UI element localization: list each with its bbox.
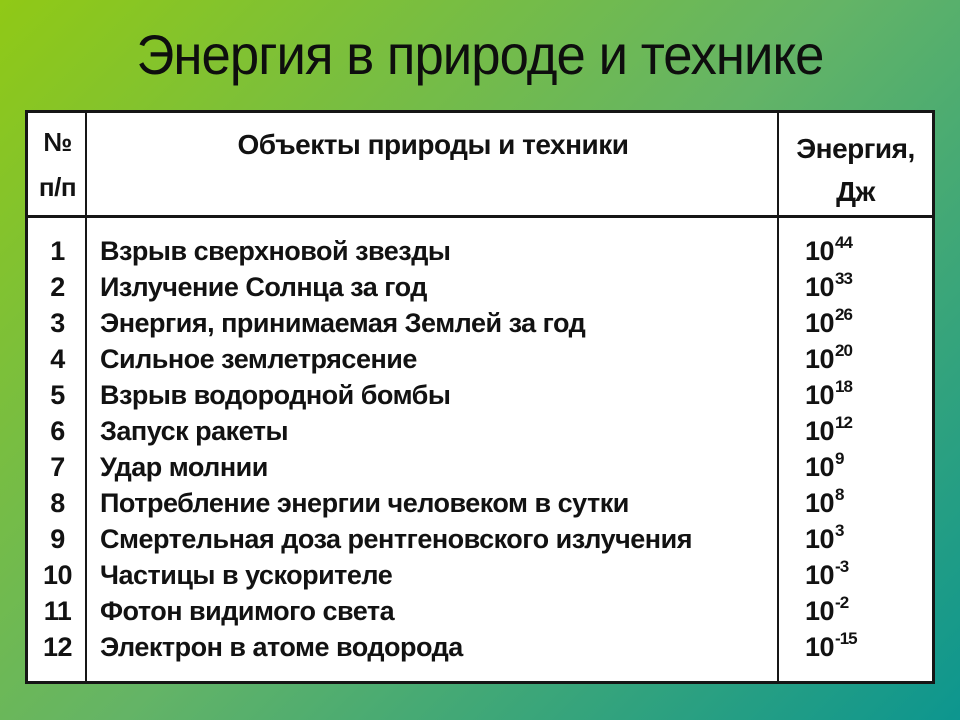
energy-table: № п/п Объекты природы и техники Энергия,… (25, 110, 935, 684)
energy-value: 1020 (779, 340, 932, 375)
energy-base: 10 (805, 595, 835, 626)
energy-base: 10 (805, 271, 835, 302)
table-row: 2 Излучение Солнца за год 1033 (28, 269, 932, 305)
energy-base: 10 (805, 415, 835, 446)
energy-exponent: 44 (835, 232, 853, 252)
table-row: 3 Энергия, принимаемая Землей за год 102… (28, 305, 932, 341)
row-number: 12 (42, 631, 73, 662)
energy-exponent: 9 (835, 448, 845, 468)
energy-value: 1033 (779, 268, 932, 303)
header-cell-energy: Энергия, Дж (779, 113, 932, 215)
energy-value: 108 (779, 484, 932, 519)
header-number-line2: п/п (38, 172, 77, 202)
energy-value: 103 (779, 520, 932, 555)
object-name: Частицы в ускорителе (100, 559, 393, 590)
energy-value: 109 (779, 448, 932, 483)
page-title: Энергия в природе и технике (136, 23, 825, 86)
energy-base: 10 (805, 307, 835, 338)
row-number: 5 (50, 379, 65, 410)
object-name: Фотон видимого света (100, 595, 395, 626)
row-number: 2 (50, 271, 65, 302)
table-header: № п/п Объекты природы и техники Энергия,… (28, 113, 932, 218)
energy-exponent: 26 (835, 304, 853, 324)
energy-base: 10 (805, 379, 835, 410)
row-number: 4 (50, 343, 65, 374)
table-body: 1 Взрыв сверхновой звезды 1044 2 Излучен… (28, 218, 932, 665)
header-number-line1: № (43, 127, 72, 157)
energy-exponent: 3 (835, 520, 845, 540)
energy-exponent: -3 (835, 556, 849, 576)
object-name: Смертельная доза рентгеновского излучени… (100, 523, 692, 554)
table-row: 6 Запуск ракеты 1012 (28, 413, 932, 449)
object-name: Излучение Солнца за год (100, 271, 427, 302)
energy-value: 10-15 (779, 628, 932, 663)
row-number: 1 (50, 235, 65, 266)
energy-value: 10-2 (779, 592, 932, 627)
energy-base: 10 (805, 343, 835, 374)
column-divider-2 (777, 113, 779, 681)
energy-exponent: 20 (835, 340, 853, 360)
row-number: 6 (50, 415, 65, 446)
energy-exponent: -15 (835, 628, 858, 648)
object-name: Сильное землетрясение (100, 343, 417, 374)
object-name: Энергия, принимаемая Землей за год (100, 307, 586, 338)
energy-base: 10 (805, 631, 835, 662)
object-name: Электрон в атоме водорода (100, 631, 463, 662)
table-row: 7 Удар молнии 109 (28, 449, 932, 485)
energy-base: 10 (805, 235, 835, 266)
row-number: 3 (50, 307, 65, 338)
energy-base: 10 (805, 487, 835, 518)
energy-value: 1044 (779, 232, 932, 267)
table-row: 10 Частицы в ускорителе 10-3 (28, 557, 932, 593)
energy-exponent: 12 (835, 412, 853, 432)
table-row: 9 Смертельная доза рентгеновского излуче… (28, 521, 932, 557)
energy-value: 1026 (779, 304, 932, 339)
object-name: Запуск ракеты (100, 415, 289, 446)
table-row: 5 Взрыв водородной бомбы 1018 (28, 377, 932, 413)
row-number: 7 (50, 451, 65, 482)
object-name: Потребление энергии человеком в сутки (100, 487, 629, 518)
energy-value: 1012 (779, 412, 932, 447)
header-cell-number: № п/п (28, 113, 87, 215)
table-row: 11 Фотон видимого света 10-2 (28, 593, 932, 629)
row-number: 8 (50, 487, 65, 518)
column-divider-1 (85, 113, 87, 681)
table-row: 8 Потребление энергии человеком в сутки … (28, 485, 932, 521)
header-energy-line1: Энергия, (796, 133, 915, 164)
header-energy-line2: Дж (836, 176, 875, 207)
energy-value: 10-3 (779, 556, 932, 591)
energy-exponent: 8 (835, 484, 845, 504)
row-number: 10 (42, 559, 73, 590)
row-number: 9 (50, 523, 65, 554)
energy-exponent: 33 (835, 268, 853, 288)
row-number: 11 (43, 595, 72, 626)
table-row: 4 Сильное землетрясение 1020 (28, 341, 932, 377)
table-row: 1 Взрыв сверхновой звезды 1044 (28, 233, 932, 269)
energy-base: 10 (805, 523, 835, 554)
header-cell-objects: Объекты природы и техники (237, 129, 629, 160)
object-name: Взрыв водородной бомбы (100, 379, 451, 410)
energy-exponent: -2 (835, 592, 849, 612)
energy-base: 10 (805, 451, 835, 482)
table-row: 12 Электрон в атоме водорода 10-15 (28, 629, 932, 665)
object-name: Взрыв сверхновой звезды (100, 235, 451, 266)
energy-value: 1018 (779, 376, 932, 411)
object-name: Удар молнии (100, 451, 268, 482)
energy-exponent: 18 (835, 376, 853, 396)
energy-base: 10 (805, 559, 835, 590)
